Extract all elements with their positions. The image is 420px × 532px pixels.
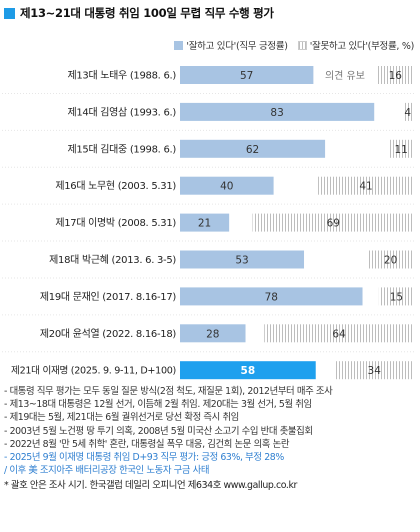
note-1: - 대통령 직무 평가는 모두 동일 질문 방식(2점 척도, 재질문 1회),…: [4, 386, 333, 397]
negative-bar: [264, 324, 414, 343]
chart-area: 제13대 노태우 (1988. 6.) 57 16 제14대 김영삼 (1993. 6…: [2, 66, 416, 380]
positive-value-label: 57: [240, 70, 253, 82]
negative-bar: [388, 139, 414, 158]
positive-value-label: 78: [265, 291, 278, 303]
positive-value-label: 28: [206, 328, 219, 340]
positive-bar: [180, 176, 274, 195]
negative-value-label: 41: [359, 181, 372, 193]
footnotes: - 대통령 직무 평가는 모두 동일 질문 방식(2점 척도, 재질문 1회),…: [4, 385, 418, 493]
positive-bar: [180, 324, 246, 343]
note-7: / 이후 美 조지아주 배터리공장 한국인 노동자 구금 사태: [4, 465, 210, 477]
category-label: 제19대 문재인 (2017. 8.16-17): [40, 291, 176, 303]
negative-bar: [318, 176, 414, 195]
positive-value-label: 83: [270, 107, 283, 119]
category-label: 제13대 노태우 (1988. 6.): [67, 70, 176, 82]
negative-value-label: 11: [394, 144, 407, 156]
positive-bar: [180, 250, 305, 269]
positive-bar: [180, 102, 375, 121]
legend-negative: '잘못하고 있다'(부정률, %): [297, 38, 415, 52]
source-note: * 괄호 안은 조사 시기. 한국갤럽 데일리 오피니언 제634호 www.g…: [4, 480, 297, 492]
negative-value-label: 4: [404, 107, 411, 119]
negative-bar: [367, 250, 414, 269]
positive-value-label: 40: [220, 181, 233, 193]
annotation-label: 의견 유보: [325, 70, 365, 82]
negative-bar: [404, 102, 414, 121]
category-label: 제15대 김대중 (1998. 6.): [67, 143, 176, 155]
positive-value-label: 53: [235, 255, 248, 267]
negative-value-label: 64: [332, 328, 346, 340]
note-2: - 제13~18대 대통령은 12월 선거, 이듬해 2월 취임. 제20대는 …: [4, 399, 312, 411]
legend-positive-label: '잘하고 있다'(직무 긍정률): [186, 41, 288, 52]
category-label: 제14대 김영삼 (1993. 6.): [67, 106, 176, 118]
negative-bar: [378, 287, 414, 306]
legend-positive-swatch: [174, 40, 184, 50]
category-label: 제16대 노무현 (2003. 5.31): [55, 180, 176, 192]
legend: '잘하고 있다'(직무 긍정률) '잘못하고 있다'(부정률, %): [174, 38, 414, 52]
negative-value-label: 16: [389, 70, 403, 82]
negative-bar: [334, 361, 414, 380]
legend-negative-swatch: [297, 40, 307, 50]
legend-negative-label: '잘못하고 있다'(부정률, %): [309, 41, 415, 52]
title-row: 제13~21대 대통령 취임 100일 무렵 직무 수행 평가: [4, 4, 274, 22]
legend-positive: '잘하고 있다'(직무 긍정률): [174, 38, 288, 52]
positive-bar: [180, 66, 314, 84]
category-label: 제18대 박근혜 (2013. 6. 3-5): [49, 254, 176, 266]
note-4: - 2003년 5월 노건평 땅 투기 의혹, 2008년 5월 미국산 소고기…: [4, 425, 313, 437]
category-label: 제21대 이재명 (2025. 9. 9-11, D+100): [11, 366, 176, 377]
note-6: - 2025년 9월 이재명 대통령 취임 D+93 직무 평가: 긍정 63%…: [4, 452, 284, 464]
positive-value-label: 21: [198, 218, 211, 230]
positive-value-label: 62: [246, 144, 259, 156]
note-3: - 제19대는 5월, 제21대는 6월 궐위선거로 당선 확정 즉시 취임: [4, 412, 239, 424]
positive-bar: [180, 213, 230, 232]
positive-value-label: 58: [241, 365, 256, 377]
negative-value-label: 15: [390, 291, 403, 303]
negative-value-label: 34: [368, 365, 382, 377]
positive-bar: [180, 287, 363, 306]
negative-bar: [376, 66, 414, 84]
title-square-icon: [4, 7, 15, 19]
negative-bar: [252, 213, 414, 232]
chart-title: 제13~21대 대통령 취임 100일 무렵 직무 수행 평가: [20, 6, 274, 20]
note-5: - 2022년 8월 '만 5세 취학' 혼란, 대통령실 폭우 대응, 김건희…: [4, 438, 290, 450]
negative-value-label: 69: [327, 218, 340, 230]
positive-bar: [180, 361, 316, 380]
positive-bar: [180, 139, 326, 158]
category-label: 제17대 이명박 (2008. 5.31): [55, 217, 176, 229]
negative-value-label: 20: [384, 255, 397, 267]
category-label: 제20대 윤석열 (2022. 8.16-18): [40, 328, 176, 340]
